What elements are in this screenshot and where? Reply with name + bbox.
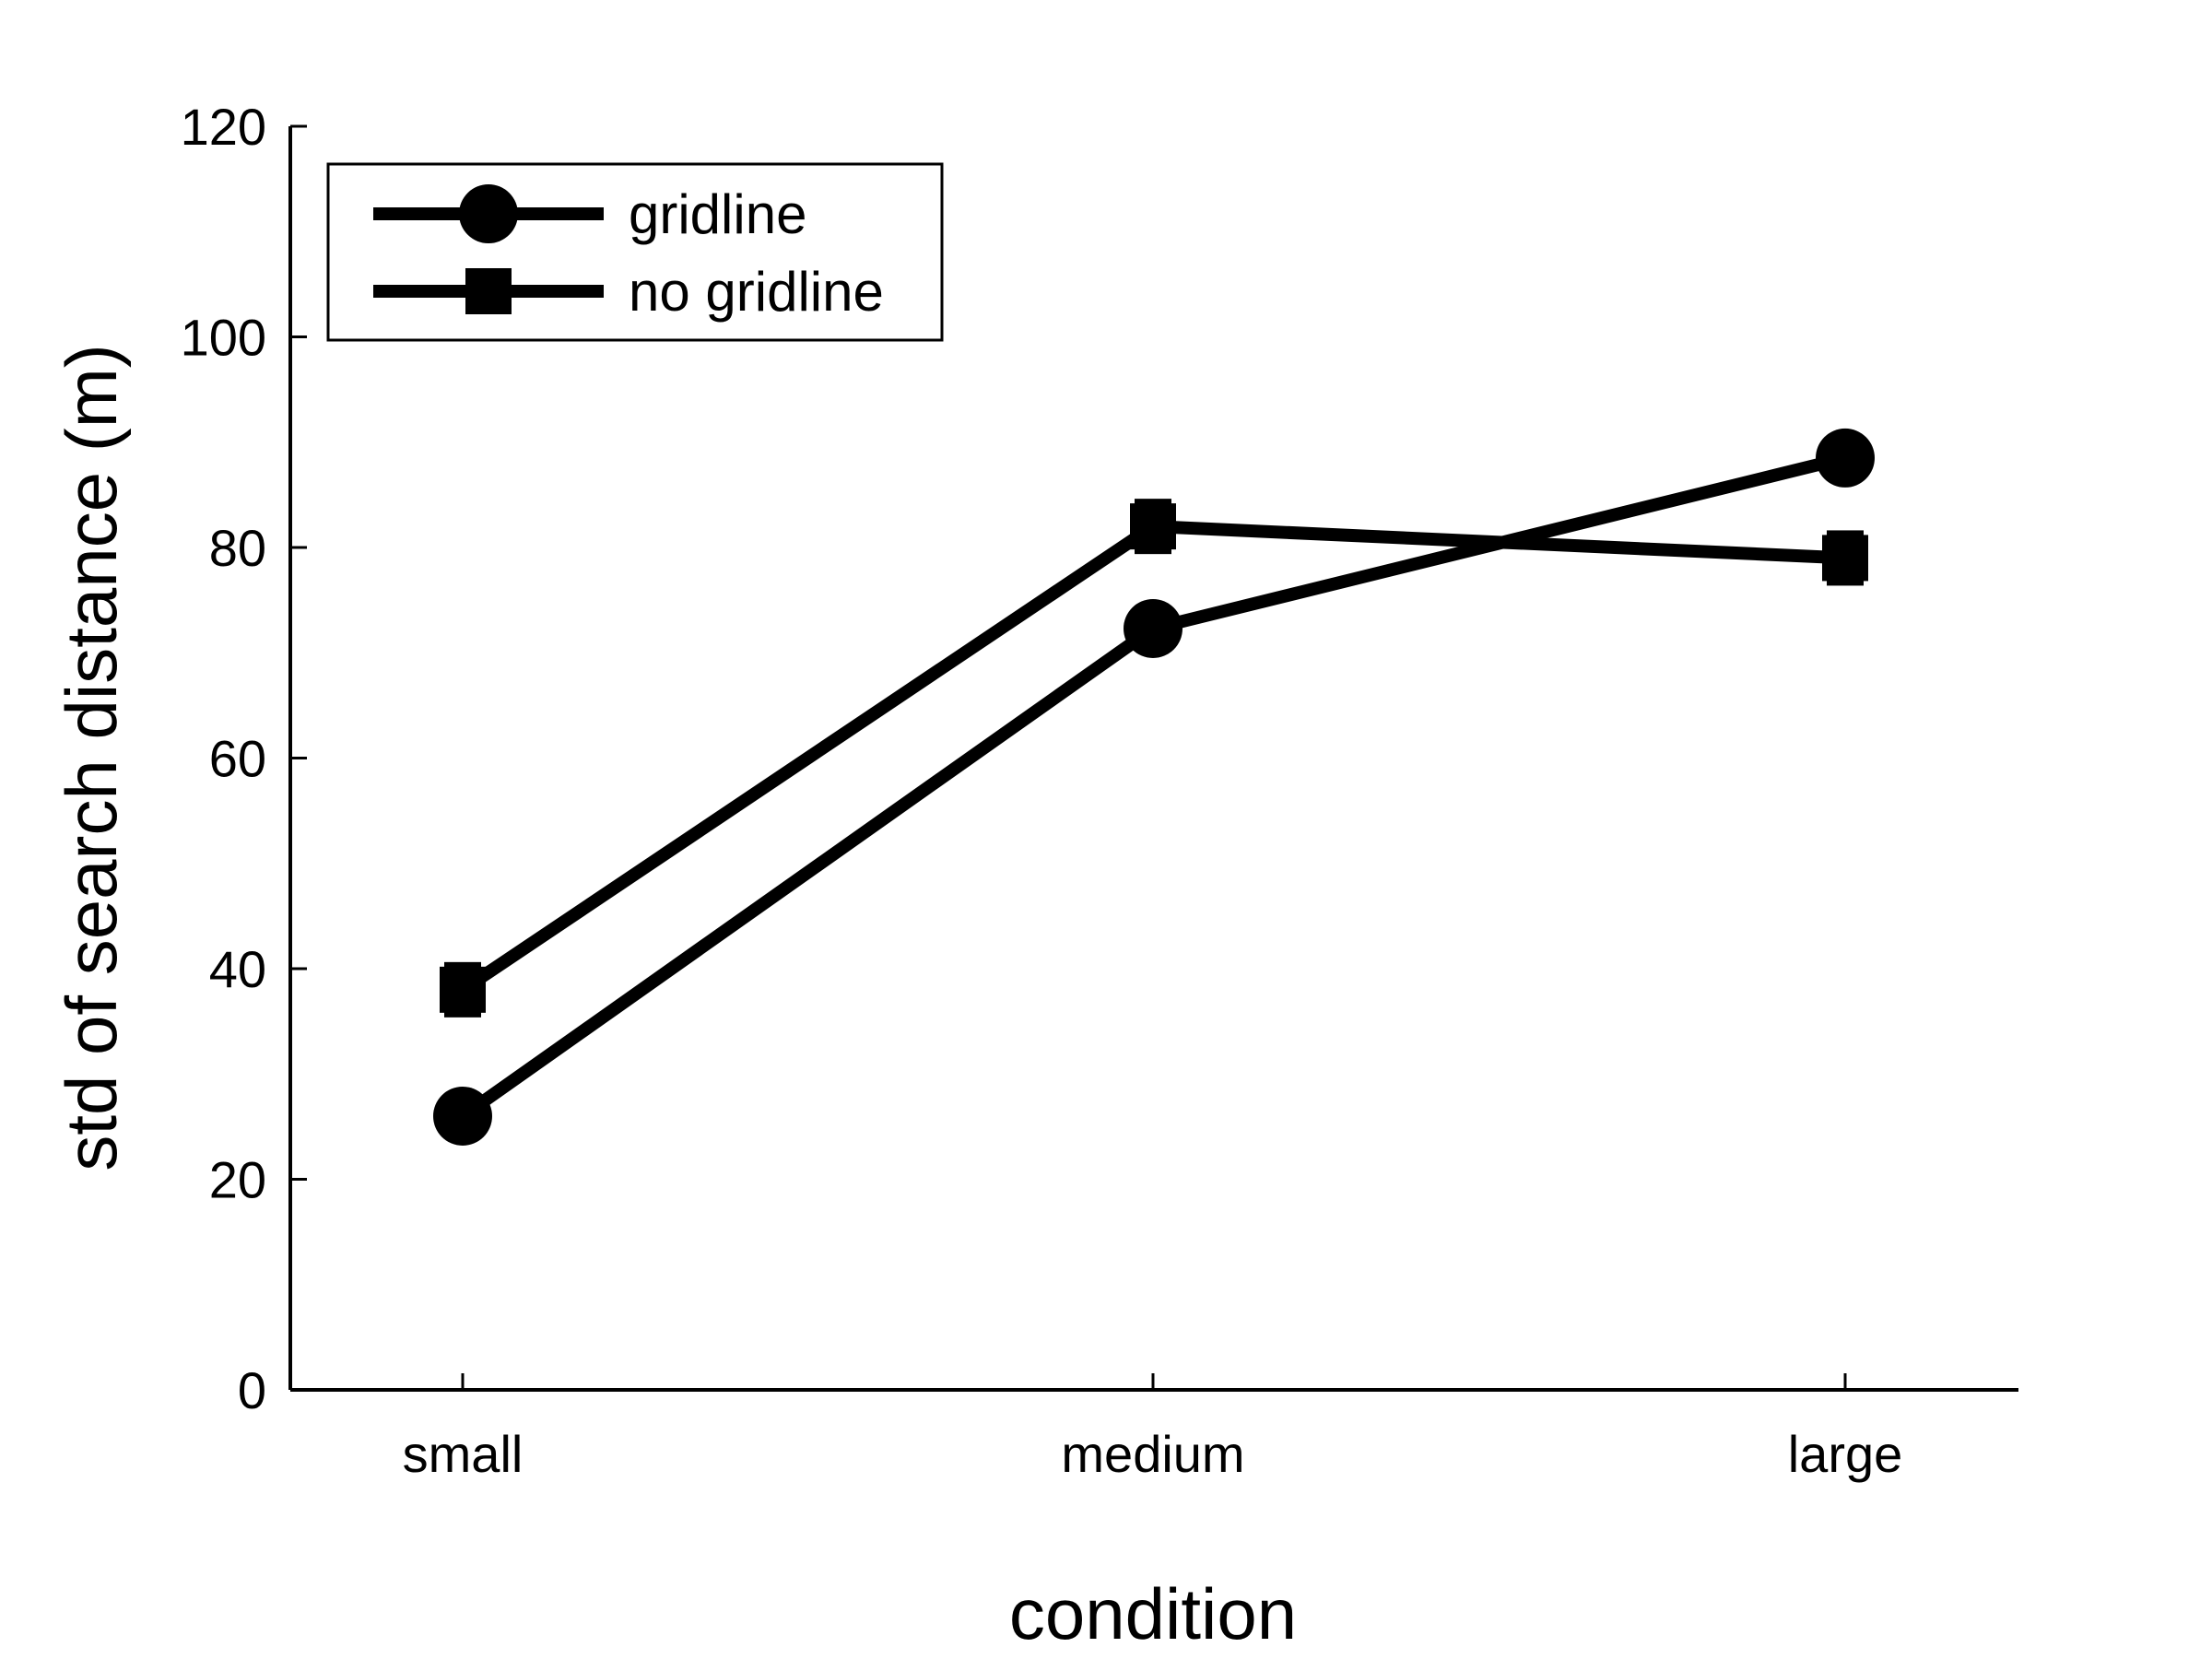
- x-tick-label-medium: medium: [1061, 1425, 1244, 1483]
- x-tick-label-small: small: [403, 1425, 524, 1483]
- legend-label-no-gridline: no gridline: [629, 261, 884, 323]
- y-tick-label: 40: [209, 940, 266, 998]
- series-gridline: [433, 428, 1875, 1146]
- y-tick-label: 0: [238, 1361, 266, 1419]
- data-point-gridline-small: [433, 1086, 492, 1146]
- x-tick-label-large: large: [1788, 1425, 1903, 1483]
- y-tick-label: 100: [181, 309, 266, 367]
- series: [433, 428, 1875, 1146]
- y-tick-label: 80: [209, 519, 266, 577]
- x-axis-title: condition: [1009, 1573, 1297, 1654]
- data-point-gridline-large: [1816, 428, 1875, 488]
- y-ticks: 0 20 40 60 80 100 120: [181, 98, 307, 1419]
- series-no-gridline: [440, 499, 1868, 1018]
- legend-box: [326, 162, 944, 342]
- legend-entry-gridline: gridline: [373, 183, 806, 245]
- series-line-no-gridline: [459, 520, 1846, 995]
- data-point-no-gridline-small-cap: [444, 961, 481, 1018]
- legend: gridline no gridline: [326, 162, 944, 342]
- legend-marker-square-icon: [465, 268, 512, 314]
- x-ticks: small medium large: [403, 1373, 1903, 1483]
- data-point-no-gridline-medium-cap: [1135, 499, 1171, 555]
- series-line-gridline: [458, 452, 1847, 1122]
- data-point-no-gridline-large-cap: [1827, 530, 1864, 586]
- legend-label-gridline: gridline: [629, 183, 806, 245]
- legend-entry-no-gridline: no gridline: [373, 261, 884, 323]
- y-tick-label: 120: [181, 98, 266, 156]
- legend-marker-circle-icon: [459, 184, 518, 243]
- y-axis-title: std of search distance (m): [51, 344, 132, 1171]
- y-tick-label: 20: [209, 1151, 266, 1209]
- y-tick-label: 60: [209, 730, 266, 788]
- data-point-gridline-medium: [1124, 598, 1182, 658]
